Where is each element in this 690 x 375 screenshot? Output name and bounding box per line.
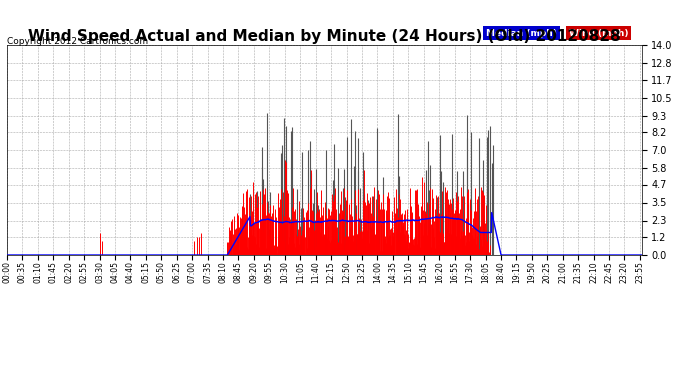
Text: Copyright 2012 Cartronics.com: Copyright 2012 Cartronics.com	[7, 37, 148, 46]
Text: Median (mph): Median (mph)	[486, 28, 557, 38]
Title: Wind Speed Actual and Median by Minute (24 Hours) (Old) 20120828: Wind Speed Actual and Median by Minute (…	[28, 29, 621, 44]
Text: Wind (mph): Wind (mph)	[569, 28, 628, 38]
